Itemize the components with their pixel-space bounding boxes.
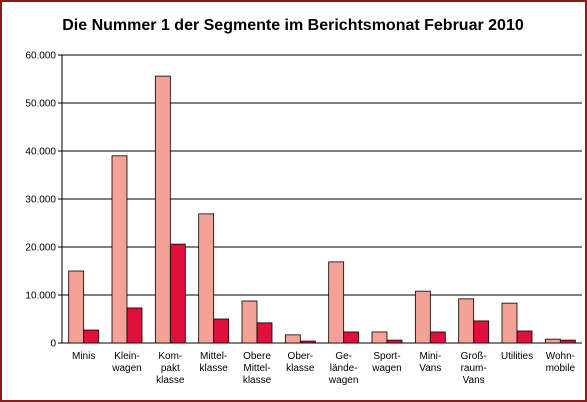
bar bbox=[328, 261, 345, 344]
bar bbox=[256, 322, 273, 344]
bar bbox=[559, 339, 576, 344]
y-tick-label: 60.000 bbox=[25, 51, 56, 62]
bar bbox=[429, 331, 446, 344]
x-tick-label: Kom-pakt klasse bbox=[156, 351, 185, 386]
x-tick-label: Obere Mittel-klasse bbox=[243, 351, 272, 386]
bar bbox=[241, 300, 258, 344]
bar bbox=[501, 302, 518, 344]
x-tick-label: Groß-raum-Vans bbox=[461, 351, 487, 386]
bar bbox=[544, 338, 561, 344]
x-tick-label: Mini-Vans bbox=[419, 351, 441, 374]
bar bbox=[473, 320, 490, 344]
bar bbox=[126, 307, 143, 344]
bar bbox=[284, 334, 301, 344]
bar bbox=[154, 75, 171, 344]
y-tick-label: 0 bbox=[50, 339, 56, 350]
x-tick-label: Utilities bbox=[501, 351, 533, 362]
bar bbox=[371, 331, 388, 344]
bar bbox=[343, 331, 360, 344]
bar bbox=[68, 270, 85, 344]
y-tick-label: 30.000 bbox=[25, 195, 56, 206]
x-tick-label: Klein-wagen bbox=[111, 351, 141, 374]
bar bbox=[299, 340, 316, 344]
y-tick-label: 40.000 bbox=[25, 147, 56, 158]
bar bbox=[83, 329, 100, 344]
bar bbox=[198, 213, 215, 344]
x-tick-label: Ober-klasse bbox=[286, 351, 315, 374]
bar bbox=[213, 318, 230, 344]
chart-title: Die Nummer 1 der Segmente im Berichtsmon… bbox=[62, 17, 524, 34]
x-tick-label: Mittel-klasse bbox=[199, 351, 228, 374]
y-tick-label: 10.000 bbox=[25, 291, 56, 302]
x-tick-label: Wohn-mobile bbox=[546, 351, 576, 374]
bar bbox=[386, 339, 403, 344]
x-tick-label: Minis bbox=[72, 351, 95, 362]
y-tick-label: 50.000 bbox=[25, 99, 56, 110]
x-tick-label: Sport-wagen bbox=[371, 351, 401, 374]
bar bbox=[169, 243, 186, 344]
bar bbox=[516, 330, 533, 344]
bar bbox=[458, 298, 475, 344]
bar bbox=[414, 290, 431, 344]
y-tick-label: 20.000 bbox=[25, 243, 56, 254]
bar bbox=[111, 155, 128, 344]
x-tick-label: Ge-lände-wagen bbox=[328, 351, 358, 386]
